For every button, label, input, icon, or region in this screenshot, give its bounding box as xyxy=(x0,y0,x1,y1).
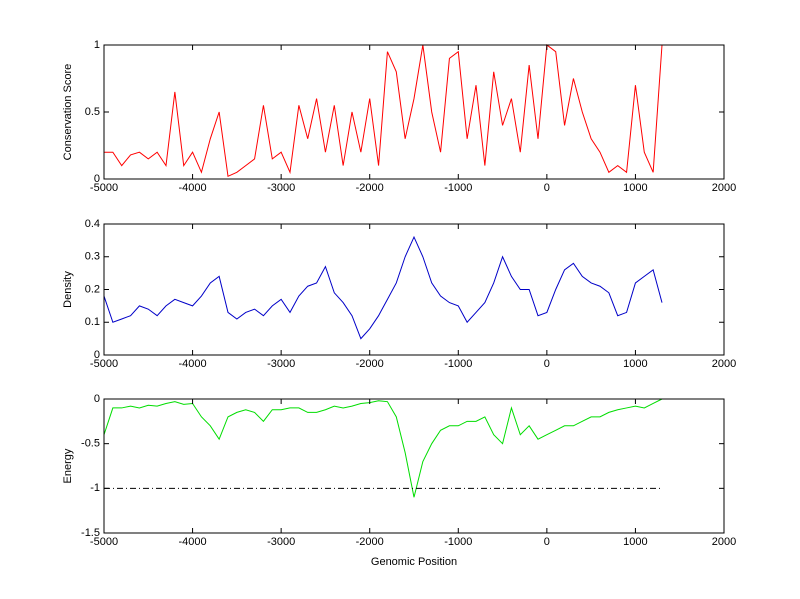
x-tick-label: -1000 xyxy=(444,358,472,370)
x-tick-label: -2000 xyxy=(356,358,384,370)
y-tick-label: 0 xyxy=(94,393,100,405)
axes-box xyxy=(103,223,725,356)
y-tick-label: -1 xyxy=(90,482,100,494)
x-tick-label: -3000 xyxy=(267,358,295,370)
x-tick-label: -2000 xyxy=(356,182,384,194)
x-tick-label: -1000 xyxy=(444,536,472,548)
y-axis-label: Energy xyxy=(62,448,74,483)
y-tick-label: 0.5 xyxy=(85,106,100,118)
x-tick-label: -1000 xyxy=(444,182,472,194)
x-tick-label: -3000 xyxy=(267,182,295,194)
y-axis-label: Density xyxy=(62,271,74,308)
y-tick-label: 0.3 xyxy=(85,251,100,263)
x-tick-label: 1000 xyxy=(623,358,647,370)
y-tick-label: -1.5 xyxy=(81,527,100,539)
x-tick-label: -2000 xyxy=(356,536,384,548)
x-tick-label: 0 xyxy=(544,182,550,194)
y-tick-label: 0 xyxy=(94,173,100,185)
y-axis-label: Conservation Score xyxy=(62,64,74,161)
x-tick-label: -4000 xyxy=(179,536,207,548)
x-tick-label: 2000 xyxy=(712,358,736,370)
x-axis-label: Genomic Position xyxy=(371,556,457,568)
x-tick-label: 1000 xyxy=(623,182,647,194)
x-tick-label: -4000 xyxy=(179,182,207,194)
y-tick-label: 0 xyxy=(94,349,100,361)
x-tick-label: -5000 xyxy=(90,536,118,548)
y-tick-label: 0.4 xyxy=(85,218,100,230)
x-tick-label: -5000 xyxy=(90,358,118,370)
x-tick-label: -5000 xyxy=(90,182,118,194)
y-tick-label: -0.5 xyxy=(81,438,100,450)
y-tick-label: 0.1 xyxy=(85,316,100,328)
axes-box xyxy=(103,398,725,534)
x-tick-label: -4000 xyxy=(179,358,207,370)
axes-box xyxy=(103,44,725,180)
x-tick-label: 0 xyxy=(544,358,550,370)
x-tick-label: 0 xyxy=(544,536,550,548)
data-line xyxy=(103,398,663,498)
x-tick-label: 1000 xyxy=(623,536,647,548)
data-line xyxy=(103,235,663,340)
x-tick-label: 2000 xyxy=(712,536,736,548)
x-tick-label: -3000 xyxy=(267,536,295,548)
y-tick-label: 0.2 xyxy=(85,283,100,295)
data-line xyxy=(104,44,663,178)
y-tick-label: 1 xyxy=(94,39,100,51)
x-tick-label: 2000 xyxy=(712,182,736,194)
